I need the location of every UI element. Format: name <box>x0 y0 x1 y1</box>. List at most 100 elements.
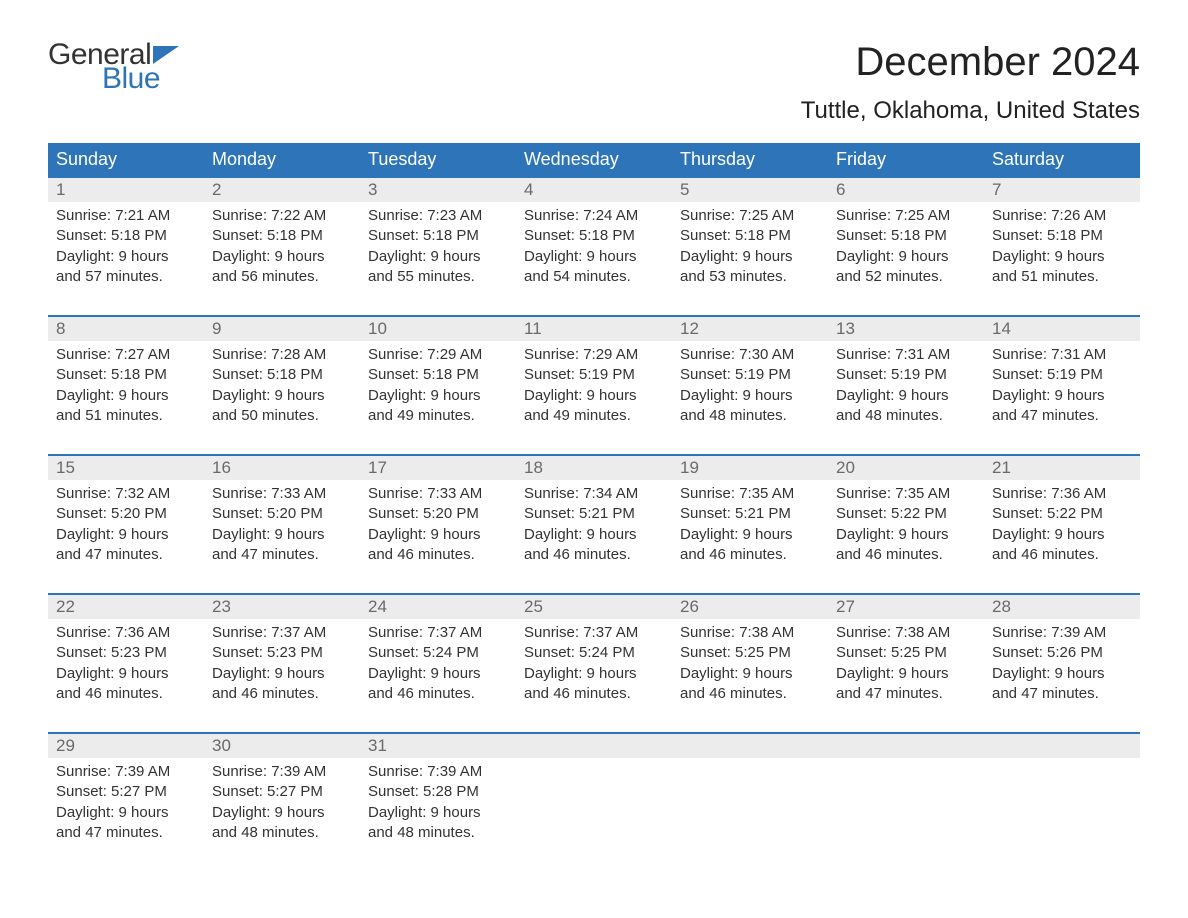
calendar-cell: 7Sunrise: 7:26 AMSunset: 5:18 PMDaylight… <box>984 177 1140 316</box>
day-number: 21 <box>984 456 1140 480</box>
dow-saturday: Saturday <box>984 143 1140 177</box>
calendar-cell: 17Sunrise: 7:33 AMSunset: 5:20 PMDayligh… <box>360 455 516 594</box>
day-data: Sunrise: 7:39 AMSunset: 5:28 PMDaylight:… <box>360 758 516 871</box>
sunset-line: Sunset: 5:18 PM <box>56 365 196 385</box>
sunset-line: Sunset: 5:22 PM <box>836 504 976 524</box>
day-number-empty <box>516 734 672 758</box>
sunset-line: Sunset: 5:20 PM <box>56 504 196 524</box>
day-number: 11 <box>516 317 672 341</box>
daylight-line: Daylight: 9 hours and 47 minutes. <box>212 525 352 566</box>
sunrise-line: Sunrise: 7:30 AM <box>680 345 820 365</box>
sunrise-line: Sunrise: 7:31 AM <box>992 345 1132 365</box>
day-data: Sunrise: 7:38 AMSunset: 5:25 PMDaylight:… <box>672 619 828 732</box>
day-number-empty <box>672 734 828 758</box>
daylight-line: Daylight: 9 hours and 49 minutes. <box>368 386 508 427</box>
daylight-line: Daylight: 9 hours and 51 minutes. <box>992 247 1132 288</box>
daylight-line: Daylight: 9 hours and 47 minutes. <box>836 664 976 705</box>
day-number: 26 <box>672 595 828 619</box>
sunset-line: Sunset: 5:23 PM <box>56 643 196 663</box>
dow-sunday: Sunday <box>48 143 204 177</box>
sunrise-line: Sunrise: 7:29 AM <box>524 345 664 365</box>
daylight-line: Daylight: 9 hours and 46 minutes. <box>212 664 352 705</box>
calendar-week-row: 1Sunrise: 7:21 AMSunset: 5:18 PMDaylight… <box>48 177 1140 316</box>
calendar-cell: 1Sunrise: 7:21 AMSunset: 5:18 PMDaylight… <box>48 177 204 316</box>
sunrise-line: Sunrise: 7:39 AM <box>56 762 196 782</box>
day-data: Sunrise: 7:24 AMSunset: 5:18 PMDaylight:… <box>516 202 672 315</box>
day-data: Sunrise: 7:39 AMSunset: 5:26 PMDaylight:… <box>984 619 1140 732</box>
day-number: 4 <box>516 178 672 202</box>
logo-text-bottom: Blue <box>102 64 179 94</box>
calendar-cell: 21Sunrise: 7:36 AMSunset: 5:22 PMDayligh… <box>984 455 1140 594</box>
sunset-line: Sunset: 5:21 PM <box>680 504 820 524</box>
page-header: General Blue December 2024 Tuttle, Oklah… <box>48 40 1140 135</box>
day-number: 28 <box>984 595 1140 619</box>
day-number: 20 <box>828 456 984 480</box>
day-number: 22 <box>48 595 204 619</box>
daylight-line: Daylight: 9 hours and 47 minutes. <box>992 664 1132 705</box>
day-number: 12 <box>672 317 828 341</box>
day-data: Sunrise: 7:33 AMSunset: 5:20 PMDaylight:… <box>204 480 360 593</box>
day-number: 8 <box>48 317 204 341</box>
sunrise-line: Sunrise: 7:38 AM <box>680 623 820 643</box>
day-number: 3 <box>360 178 516 202</box>
calendar-cell: 18Sunrise: 7:34 AMSunset: 5:21 PMDayligh… <box>516 455 672 594</box>
calendar-cell: 6Sunrise: 7:25 AMSunset: 5:18 PMDaylight… <box>828 177 984 316</box>
calendar-cell: 30Sunrise: 7:39 AMSunset: 5:27 PMDayligh… <box>204 733 360 871</box>
daylight-line: Daylight: 9 hours and 46 minutes. <box>680 664 820 705</box>
day-data: Sunrise: 7:33 AMSunset: 5:20 PMDaylight:… <box>360 480 516 593</box>
day-number: 15 <box>48 456 204 480</box>
calendar-cell: 24Sunrise: 7:37 AMSunset: 5:24 PMDayligh… <box>360 594 516 733</box>
day-data: Sunrise: 7:22 AMSunset: 5:18 PMDaylight:… <box>204 202 360 315</box>
day-data: Sunrise: 7:39 AMSunset: 5:27 PMDaylight:… <box>204 758 360 871</box>
sunset-line: Sunset: 5:18 PM <box>56 226 196 246</box>
day-data: Sunrise: 7:39 AMSunset: 5:27 PMDaylight:… <box>48 758 204 871</box>
daylight-line: Daylight: 9 hours and 48 minutes. <box>212 803 352 844</box>
calendar-cell <box>516 733 672 871</box>
calendar-cell: 15Sunrise: 7:32 AMSunset: 5:20 PMDayligh… <box>48 455 204 594</box>
sunrise-line: Sunrise: 7:37 AM <box>524 623 664 643</box>
calendar-cell: 29Sunrise: 7:39 AMSunset: 5:27 PMDayligh… <box>48 733 204 871</box>
sunset-line: Sunset: 5:26 PM <box>992 643 1132 663</box>
sunrise-line: Sunrise: 7:36 AM <box>992 484 1132 504</box>
day-data: Sunrise: 7:29 AMSunset: 5:18 PMDaylight:… <box>360 341 516 454</box>
sunset-line: Sunset: 5:18 PM <box>524 226 664 246</box>
daylight-line: Daylight: 9 hours and 50 minutes. <box>212 386 352 427</box>
calendar-table: Sunday Monday Tuesday Wednesday Thursday… <box>48 143 1140 871</box>
dow-tuesday: Tuesday <box>360 143 516 177</box>
day-number: 5 <box>672 178 828 202</box>
sunrise-line: Sunrise: 7:39 AM <box>368 762 508 782</box>
dow-thursday: Thursday <box>672 143 828 177</box>
day-number: 6 <box>828 178 984 202</box>
day-data: Sunrise: 7:31 AMSunset: 5:19 PMDaylight:… <box>828 341 984 454</box>
calendar-cell: 28Sunrise: 7:39 AMSunset: 5:26 PMDayligh… <box>984 594 1140 733</box>
day-number: 9 <box>204 317 360 341</box>
sunset-line: Sunset: 5:27 PM <box>212 782 352 802</box>
sunset-line: Sunset: 5:25 PM <box>836 643 976 663</box>
day-data: Sunrise: 7:25 AMSunset: 5:18 PMDaylight:… <box>828 202 984 315</box>
daylight-line: Daylight: 9 hours and 46 minutes. <box>992 525 1132 566</box>
daylight-line: Daylight: 9 hours and 48 minutes. <box>680 386 820 427</box>
sunrise-line: Sunrise: 7:37 AM <box>368 623 508 643</box>
dow-monday: Monday <box>204 143 360 177</box>
daylight-line: Daylight: 9 hours and 51 minutes. <box>56 386 196 427</box>
sunrise-line: Sunrise: 7:32 AM <box>56 484 196 504</box>
calendar-cell: 12Sunrise: 7:30 AMSunset: 5:19 PMDayligh… <box>672 316 828 455</box>
day-data: Sunrise: 7:31 AMSunset: 5:19 PMDaylight:… <box>984 341 1140 454</box>
sunset-line: Sunset: 5:18 PM <box>212 226 352 246</box>
daylight-line: Daylight: 9 hours and 48 minutes. <box>368 803 508 844</box>
calendar-cell: 9Sunrise: 7:28 AMSunset: 5:18 PMDaylight… <box>204 316 360 455</box>
sunrise-line: Sunrise: 7:28 AM <box>212 345 352 365</box>
sunset-line: Sunset: 5:20 PM <box>368 504 508 524</box>
calendar-cell: 5Sunrise: 7:25 AMSunset: 5:18 PMDaylight… <box>672 177 828 316</box>
day-data: Sunrise: 7:29 AMSunset: 5:19 PMDaylight:… <box>516 341 672 454</box>
sunrise-line: Sunrise: 7:35 AM <box>836 484 976 504</box>
day-of-week-row: Sunday Monday Tuesday Wednesday Thursday… <box>48 143 1140 177</box>
daylight-line: Daylight: 9 hours and 47 minutes. <box>992 386 1132 427</box>
day-data: Sunrise: 7:32 AMSunset: 5:20 PMDaylight:… <box>48 480 204 593</box>
sunrise-line: Sunrise: 7:33 AM <box>212 484 352 504</box>
calendar-cell: 14Sunrise: 7:31 AMSunset: 5:19 PMDayligh… <box>984 316 1140 455</box>
calendar-cell: 20Sunrise: 7:35 AMSunset: 5:22 PMDayligh… <box>828 455 984 594</box>
sunrise-line: Sunrise: 7:33 AM <box>368 484 508 504</box>
calendar-cell: 23Sunrise: 7:37 AMSunset: 5:23 PMDayligh… <box>204 594 360 733</box>
location-label: Tuttle, Oklahoma, United States <box>801 97 1140 125</box>
